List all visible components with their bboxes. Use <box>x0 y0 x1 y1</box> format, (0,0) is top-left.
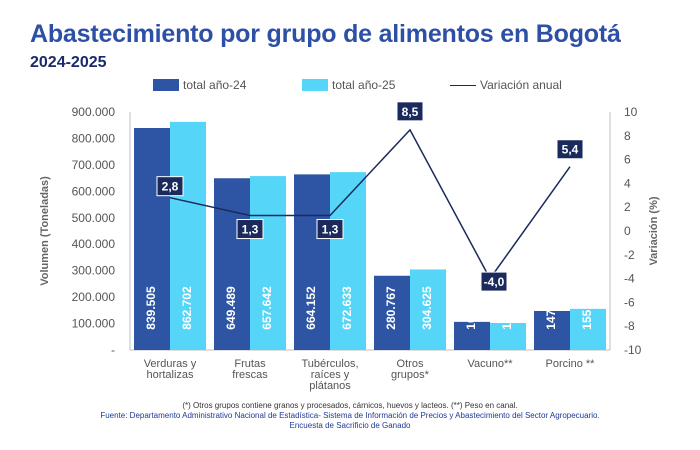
variation-label: 1,3 <box>242 223 259 237</box>
bar-value-label: 839.505 <box>144 286 158 330</box>
x-tick-label: Porcino ** <box>546 358 596 370</box>
y2-tick-label: 4 <box>624 176 631 190</box>
y2-tick-label: 0 <box>624 224 631 238</box>
legend-swatch-2024 <box>153 79 179 91</box>
y-tick-label: 600.000 <box>72 184 116 198</box>
legend-item-variation: Variación anual <box>450 78 562 92</box>
variation-label: 8,5 <box>402 105 419 119</box>
variation-label-box <box>316 219 344 240</box>
y2-tick-label: -8 <box>624 319 635 333</box>
x-tick-label: Tubérculos, <box>301 358 358 370</box>
bar-2024 <box>534 310 570 350</box>
x-tick-label: frescas <box>232 369 268 381</box>
y-tick-label: 100.000 <box>72 317 116 331</box>
y-tick-label: 500.000 <box>72 211 116 225</box>
bar-value-label: 304.625 <box>420 286 434 330</box>
bar-value-label: 862.702 <box>180 286 194 330</box>
bar-2024 <box>374 275 410 350</box>
bar-2025 <box>570 308 606 350</box>
x-tick-label: plátanos <box>309 380 351 392</box>
y2-tick-label: -6 <box>624 295 635 309</box>
x-tick-label: Frutas <box>234 358 266 370</box>
variation-label-box <box>480 271 508 292</box>
x-tick-label: raíces y <box>311 369 350 381</box>
bar-value-label: 155.595 <box>580 286 594 330</box>
legend: total año-24 total año-25 Variación anua… <box>150 78 650 96</box>
legend-line-variation <box>450 84 476 86</box>
variation-label: 5,4 <box>562 143 579 157</box>
y2-axis-title: Variación (%) <box>648 196 660 265</box>
variation-label: 1,3 <box>322 223 339 237</box>
variation-line <box>169 128 571 281</box>
bar-value-label: 664.152 <box>304 286 318 330</box>
variation-label: -4,0 <box>484 275 505 289</box>
y-tick-label: 800.000 <box>72 131 116 145</box>
bar-value-label: 657.642 <box>260 286 274 330</box>
legend-label-2025: total año-25 <box>332 78 396 92</box>
footnote-survey: Encuesta de Sacrificio de Ganado <box>289 421 411 430</box>
bar-2025 <box>330 172 366 350</box>
y2-tick-label: -4 <box>624 272 635 286</box>
bar-2024 <box>294 174 330 350</box>
bar-value-label: 102.124 <box>500 286 514 330</box>
variation-label-box <box>156 176 184 197</box>
y-tick-label: 300.000 <box>72 264 116 278</box>
y2-tick-label: 6 <box>624 153 631 167</box>
y-axis-title: Volumen (Toneladas) <box>39 176 51 286</box>
y2-tick-label: -10 <box>624 343 642 357</box>
footnote-source: Fuente: Departamento Administrativo Naci… <box>100 411 600 420</box>
y2-tick-label: -2 <box>624 248 635 262</box>
y2-tick-label: 10 <box>624 105 638 119</box>
variation-label-box <box>396 101 424 122</box>
y-tick-label: 700.000 <box>72 158 116 172</box>
bar-2025 <box>490 322 526 350</box>
x-tick-label: Verduras y <box>144 358 197 370</box>
bar-value-label: 672.633 <box>340 286 354 330</box>
legend-label-variation: Variación anual <box>480 78 562 92</box>
footnote-groups: (*) Otros grupos contiene granos y proce… <box>182 401 518 410</box>
bar-value-label: 649.489 <box>224 286 238 330</box>
legend-item-2025: total año-25 <box>302 78 395 92</box>
y2-tick-label: 8 <box>624 129 631 143</box>
bar-2024 <box>134 127 170 351</box>
y-tick-label: 900.000 <box>72 105 116 119</box>
chart-title: Abastecimiento por grupo de alimentos en… <box>30 20 621 48</box>
y-tick-label: - <box>111 343 115 357</box>
bar-2024 <box>214 178 250 350</box>
x-tick-label: Otros <box>397 358 424 370</box>
x-tick-label: hortalizas <box>146 369 194 381</box>
y-tick-label: 400.000 <box>72 237 116 251</box>
y-tick-label: 200.000 <box>72 290 116 304</box>
bar-2025 <box>170 121 206 350</box>
x-tick-label: Vacuno** <box>467 358 513 370</box>
legend-item-2024: total año-24 <box>153 78 246 92</box>
legend-swatch-2025 <box>302 79 328 91</box>
variation-label: 2,8 <box>162 180 179 194</box>
chart-subtitle: 2024-2025 <box>30 54 107 71</box>
bar-value-label: 280.767 <box>384 286 398 330</box>
y2-tick-label: 2 <box>624 200 631 214</box>
bar-2025 <box>250 176 286 350</box>
x-tick-label: grupos* <box>391 369 430 381</box>
variation-label-box <box>556 139 584 160</box>
legend-label-2024: total año-24 <box>183 78 247 92</box>
bar-value-label: 147.555 <box>544 286 558 330</box>
bar-2024 <box>454 321 490 350</box>
bar-2025 <box>410 269 446 350</box>
bar-value-label: 106.405 <box>464 286 478 330</box>
variation-label-box <box>236 219 264 240</box>
